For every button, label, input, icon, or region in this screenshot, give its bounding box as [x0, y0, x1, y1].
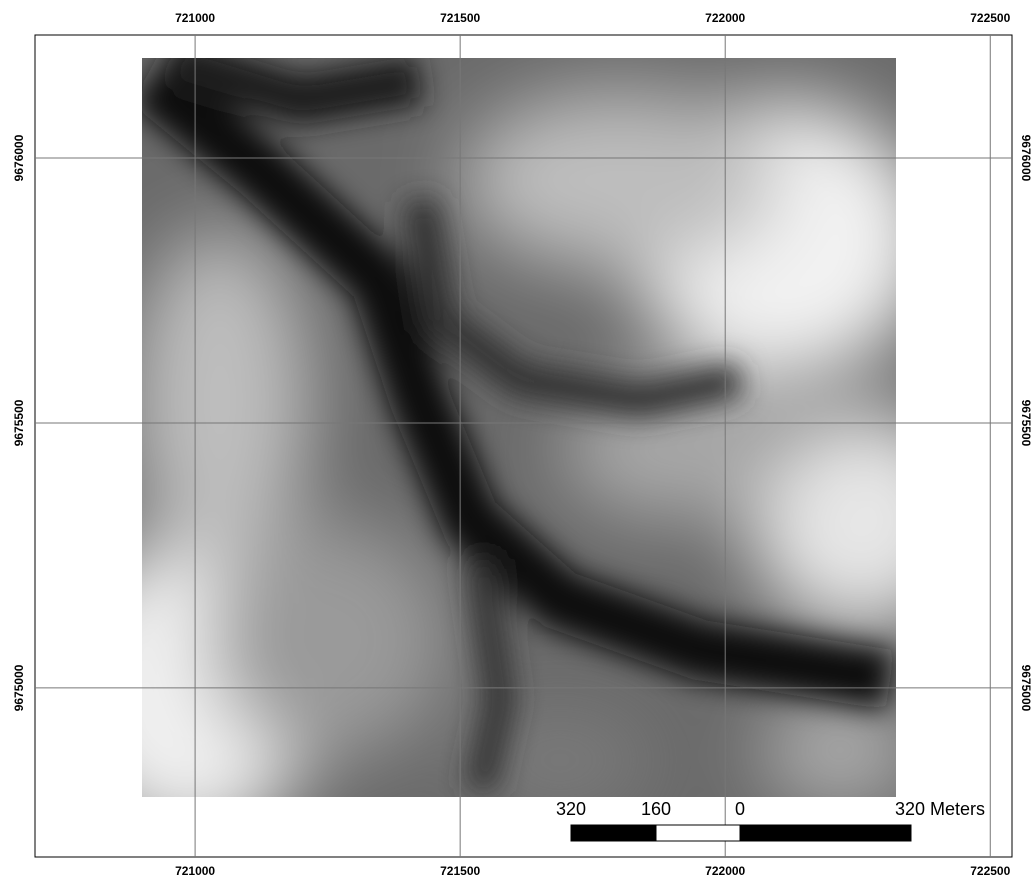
y-tick-label: 9675500	[1019, 400, 1033, 447]
y-tick-label: 9676000	[1019, 135, 1033, 182]
x-tick-label: 722000	[705, 11, 745, 25]
x-tick-label: 721500	[440, 11, 480, 25]
x-tick-label: 721000	[175, 11, 215, 25]
scale-segment	[656, 825, 740, 841]
y-tick-label: 9676000	[12, 134, 26, 181]
x-tick-label: 722500	[970, 864, 1010, 878]
scale-segment	[740, 825, 911, 841]
x-tick-label: 721500	[440, 864, 480, 878]
elevation-raster	[60, 58, 970, 840]
map: 721000 721000 721500 721500 722000 722000 7225…	[0, 0, 1035, 880]
scale-label: 320	[556, 799, 586, 819]
y-tick-label: 9675000	[1019, 665, 1033, 712]
x-tick-label: 721000	[175, 864, 215, 878]
y-tick-label: 9675000	[12, 664, 26, 711]
x-tick-label: 722500	[970, 11, 1010, 25]
scale-bar: 320 160 0 320 Meters	[556, 799, 985, 841]
scale-label: 160	[641, 799, 671, 819]
y-tick-label: 9675500	[12, 399, 26, 446]
scale-segment	[571, 825, 656, 841]
scale-label: 0	[735, 799, 745, 819]
x-tick-label: 722000	[705, 864, 745, 878]
scale-label: 320 Meters	[895, 799, 985, 819]
